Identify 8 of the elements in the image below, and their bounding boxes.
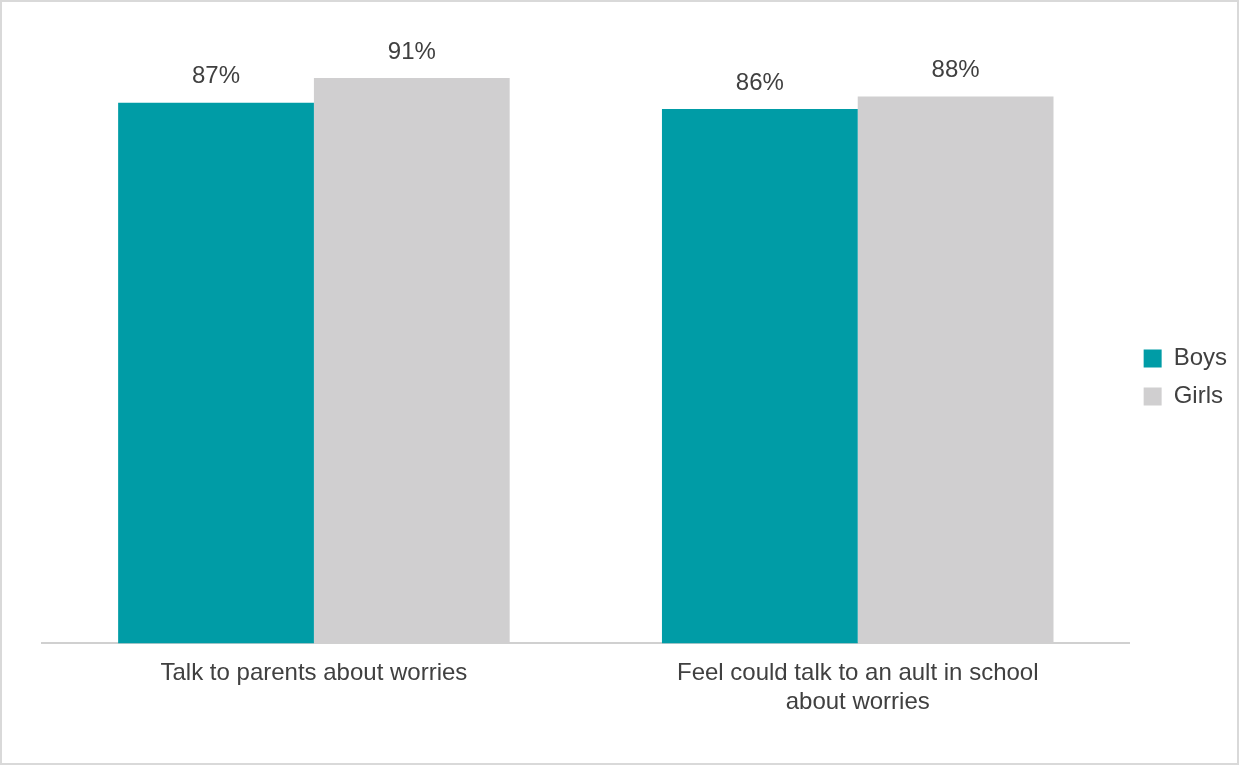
legend-label: Boys [1173, 343, 1227, 371]
data-label: 86% [735, 67, 784, 95]
legend-label: Girls [1173, 381, 1223, 409]
data-label: 87% [192, 61, 241, 89]
data-label: 88% [931, 55, 980, 83]
x-tick-label: Feel could talk to an ault in school about worries [676, 658, 1039, 715]
x-tick-label: Talk to parents about worries [160, 658, 468, 686]
data-label: 91% [387, 36, 436, 64]
